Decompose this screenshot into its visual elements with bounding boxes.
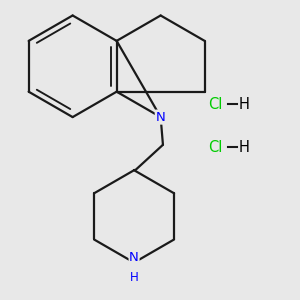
Text: N: N bbox=[129, 251, 139, 265]
Text: H: H bbox=[239, 97, 250, 112]
Text: H: H bbox=[239, 140, 250, 154]
Text: N: N bbox=[156, 111, 166, 124]
Text: Cl: Cl bbox=[208, 97, 222, 112]
Text: H: H bbox=[130, 271, 139, 284]
Text: Cl: Cl bbox=[208, 140, 222, 154]
